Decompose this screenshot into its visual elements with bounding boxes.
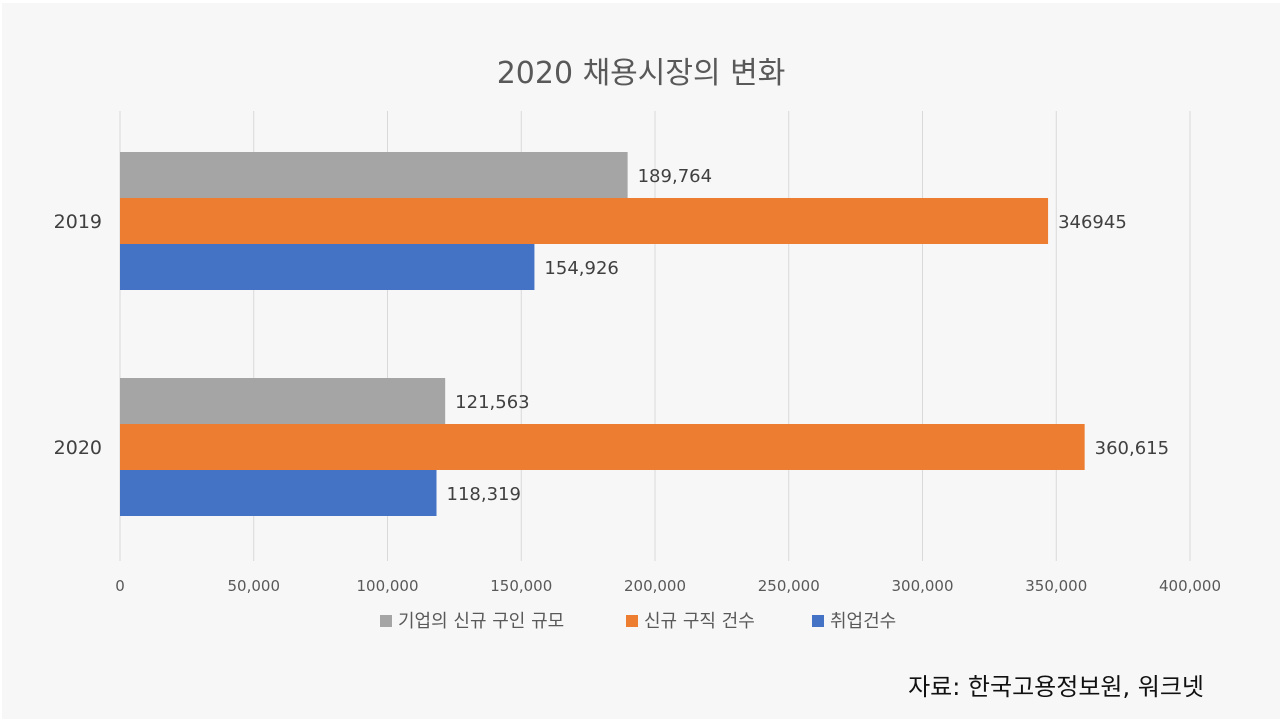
bar-2020-3 xyxy=(120,470,437,516)
data-label: 154,926 xyxy=(544,258,618,279)
legend-swatch xyxy=(626,615,638,627)
data-label: 346945 xyxy=(1058,212,1127,233)
legend-swatch xyxy=(812,615,824,627)
x-tick-label: 250,000 xyxy=(758,577,820,595)
data-label: 121,563 xyxy=(455,392,529,413)
x-tick-label: 350,000 xyxy=(1025,577,1087,595)
bar-2019-1 xyxy=(120,152,628,198)
x-tick-label: 300,000 xyxy=(891,577,953,595)
bar-2019-3 xyxy=(120,244,535,290)
x-tick-label: 200,000 xyxy=(624,577,686,595)
bar-2020-1 xyxy=(120,378,446,424)
legend-swatch xyxy=(380,615,392,627)
legend-label: 신규 구직 건수 xyxy=(644,611,755,632)
source-caption: 자료: 한국고용정보원, 워크넷 xyxy=(908,673,1204,701)
legend-label: 기업의 신규 구인 규모 xyxy=(398,611,564,632)
chart-title: 2020 채용시장의 변화 xyxy=(497,56,786,91)
category-label: 2020 xyxy=(54,437,102,459)
x-tick-label: 400,000 xyxy=(1159,577,1221,595)
bar-2020-2 xyxy=(120,424,1085,470)
data-label: 189,764 xyxy=(638,166,712,187)
x-tick-label: 50,000 xyxy=(228,577,281,595)
x-tick-label: 100,000 xyxy=(356,577,418,595)
chart-canvas: 2020 채용시장의 변화 189,764 346945 154,926 121,56… xyxy=(2,3,1280,719)
x-tick-label: 0 xyxy=(115,577,125,595)
bar-2019-2 xyxy=(120,198,1049,244)
data-label: 360,615 xyxy=(1095,438,1169,459)
bar-chart: 2020 채용시장의 변화 189,764 346945 154,926 121,56… xyxy=(54,56,1221,632)
data-label: 118,319 xyxy=(447,484,521,505)
category-label: 2019 xyxy=(54,211,102,233)
x-tick-label: 150,000 xyxy=(490,577,552,595)
legend-label: 취업건수 xyxy=(830,611,896,632)
